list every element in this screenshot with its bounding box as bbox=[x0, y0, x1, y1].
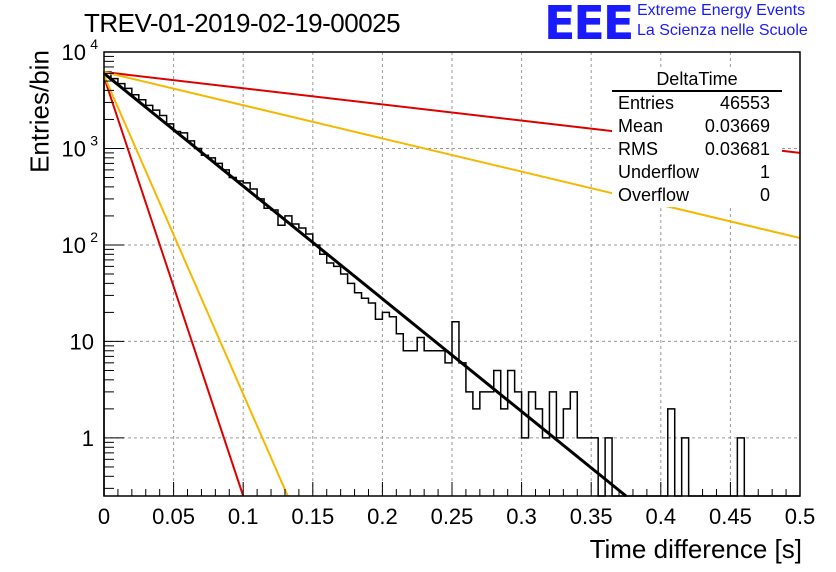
stats-value: 1 bbox=[759, 162, 770, 182]
x-axis-label: Time difference [s] bbox=[589, 534, 802, 564]
x-tick-label: 0.15 bbox=[291, 504, 334, 529]
stats-value: 0 bbox=[759, 185, 770, 205]
y-tick-exponent: 4 bbox=[90, 36, 98, 52]
stats-value: 46553 bbox=[719, 93, 770, 113]
x-tick-label: 0.4 bbox=[646, 504, 677, 529]
x-tick-label: 0.35 bbox=[570, 504, 613, 529]
x-tick-label: 0.2 bbox=[367, 504, 398, 529]
stats-value: 0.03669 bbox=[704, 116, 770, 136]
logo-line-2: La Scienza nelle Scuole bbox=[637, 22, 808, 39]
x-tick-label: 0.1 bbox=[228, 504, 259, 529]
x-tick-label: 0.05 bbox=[152, 504, 195, 529]
y-axis-label: Entries/bin bbox=[24, 50, 55, 173]
y-tick-label: 1 bbox=[82, 426, 94, 451]
stats-label: Entries bbox=[618, 93, 675, 113]
fit-line bbox=[103, 76, 245, 497]
fit-line bbox=[103, 72, 627, 498]
axis-ticks bbox=[103, 51, 801, 496]
x-tick-label: 0.5 bbox=[785, 504, 816, 529]
y-tick-exponent: 2 bbox=[90, 229, 98, 245]
stats-title: DeltaTime bbox=[612, 68, 782, 92]
y-tick-exponent: 3 bbox=[90, 132, 98, 148]
eee-logo: EEE bbox=[544, 0, 634, 50]
logo-line-1: Extreme Energy Events bbox=[637, 2, 806, 19]
x-tick-labels: 0 0.05 0.1 0.15 0.2 0.25 0.3 0.35 0.4 0.45 0.5 bbox=[98, 504, 815, 529]
y-tick-label: 10 bbox=[62, 136, 86, 161]
x-tick-label: 0.25 bbox=[431, 504, 474, 529]
y-tick-label: 10 bbox=[70, 329, 94, 354]
stats-label: Overflow bbox=[618, 185, 690, 205]
fit-lines bbox=[103, 71, 801, 498]
fit-line bbox=[103, 75, 289, 497]
chart-title: TREV-01-2019-02-19-00025 bbox=[84, 8, 401, 38]
stats-row-overflow: Overflow 0 bbox=[612, 184, 782, 207]
x-tick-label: 0.3 bbox=[506, 504, 537, 529]
y-tick-label: 10 bbox=[62, 233, 86, 258]
stats-value: 0.03681 bbox=[704, 139, 770, 159]
stats-row-mean: Mean 0.03669 bbox=[612, 115, 782, 138]
x-tick-label: 0.45 bbox=[709, 504, 752, 529]
stats-row-entries: Entries 46553 bbox=[612, 92, 782, 115]
fit-line bbox=[103, 71, 801, 239]
x-tick-label: 0 bbox=[98, 504, 110, 529]
stats-row-rms: RMS 0.03681 bbox=[612, 138, 782, 161]
stats-box: DeltaTime Entries 46553 Mean 0.03669 RMS… bbox=[612, 68, 782, 207]
stats-label: Underflow bbox=[618, 162, 700, 182]
stats-row-underflow: Underflow 1 bbox=[612, 161, 782, 184]
stats-label: Mean bbox=[618, 116, 664, 136]
y-tick-label: 10 bbox=[62, 40, 86, 65]
stats-label: RMS bbox=[618, 139, 658, 159]
